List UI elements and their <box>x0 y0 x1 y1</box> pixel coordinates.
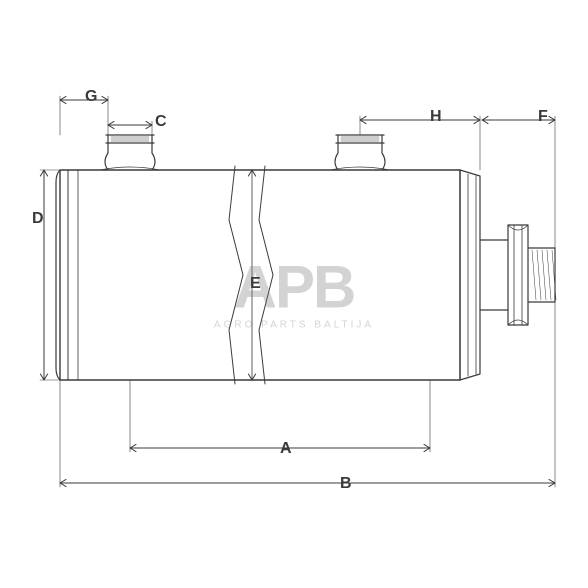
dim-label-e: E <box>250 275 261 293</box>
dim-label-c: C <box>155 113 167 131</box>
dim-label-f: F <box>538 108 548 126</box>
dim-label-b: B <box>340 475 352 493</box>
dim-label-h: H <box>430 108 442 126</box>
dim-label-a: A <box>280 440 292 458</box>
dim-label-g: G <box>85 88 97 106</box>
dim-label-d: D <box>32 210 44 228</box>
